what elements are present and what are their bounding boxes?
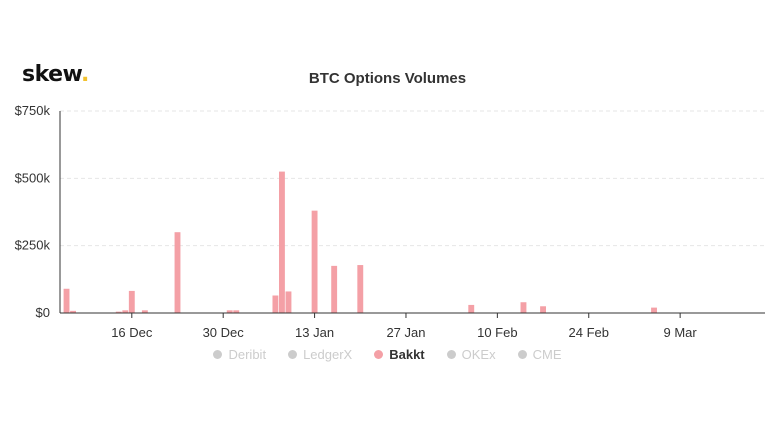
bar — [285, 291, 292, 313]
bar — [122, 310, 129, 313]
y-tick-label: $500k — [15, 170, 51, 185]
bar — [70, 310, 76, 313]
x-tick-label: 24 Feb — [569, 325, 609, 340]
legend-item-deribit[interactable]: Deribit — [213, 347, 266, 362]
logo-text: skew — [22, 62, 81, 87]
bar — [468, 304, 475, 313]
legend-label: OKEx — [461, 347, 496, 362]
x-tick-label: 10 Feb — [477, 325, 517, 340]
skew-logo: skew. — [22, 62, 89, 87]
legend-item-cme[interactable]: CME — [517, 347, 562, 362]
chart-title: BTC Options Volumes — [308, 70, 467, 87]
legend: Deribit LedgerX Bakkt OKEx CME — [0, 347, 775, 362]
bar — [651, 307, 657, 313]
logo-dot: . — [80, 62, 89, 87]
legend-swatch-icon — [446, 350, 456, 359]
bar — [63, 288, 70, 313]
bar — [357, 265, 364, 313]
x-tick-label: 9 Mar — [664, 325, 698, 340]
bar — [233, 310, 240, 313]
bar — [272, 295, 279, 313]
legend-swatch-icon — [374, 350, 384, 359]
bar — [279, 171, 285, 313]
bar — [128, 290, 135, 313]
bar — [174, 232, 181, 313]
bar — [540, 306, 546, 313]
legend-swatch-icon — [517, 350, 527, 359]
bar — [520, 302, 527, 313]
legend-label: LedgerX — [303, 347, 353, 362]
legend-swatch-icon — [288, 350, 298, 359]
x-tick-label: 30 Dec — [203, 325, 245, 340]
bar — [226, 310, 233, 313]
bar — [115, 311, 122, 313]
legend-label: Bakkt — [389, 347, 425, 362]
y-tick-label: $250k — [15, 238, 51, 253]
legend-label: Deribit — [228, 347, 267, 362]
x-tick-label: 13 Jan — [295, 325, 334, 340]
legend-item-bakkt[interactable]: Bakkt — [374, 347, 425, 362]
legend-item-ledgerx[interactable]: LedgerX — [288, 347, 352, 362]
bar — [331, 265, 338, 313]
x-tick-label: 27 Jan — [386, 325, 425, 340]
legend-label: CME — [532, 347, 562, 362]
y-tick-label: $750k — [15, 103, 51, 118]
legend-item-okex[interactable]: OKEx — [446, 347, 496, 362]
x-tick-label: 16 Dec — [111, 325, 153, 340]
y-tick-label: $0 — [36, 305, 50, 320]
bar — [141, 310, 148, 313]
bar — [311, 210, 318, 313]
legend-swatch-icon — [213, 350, 223, 359]
